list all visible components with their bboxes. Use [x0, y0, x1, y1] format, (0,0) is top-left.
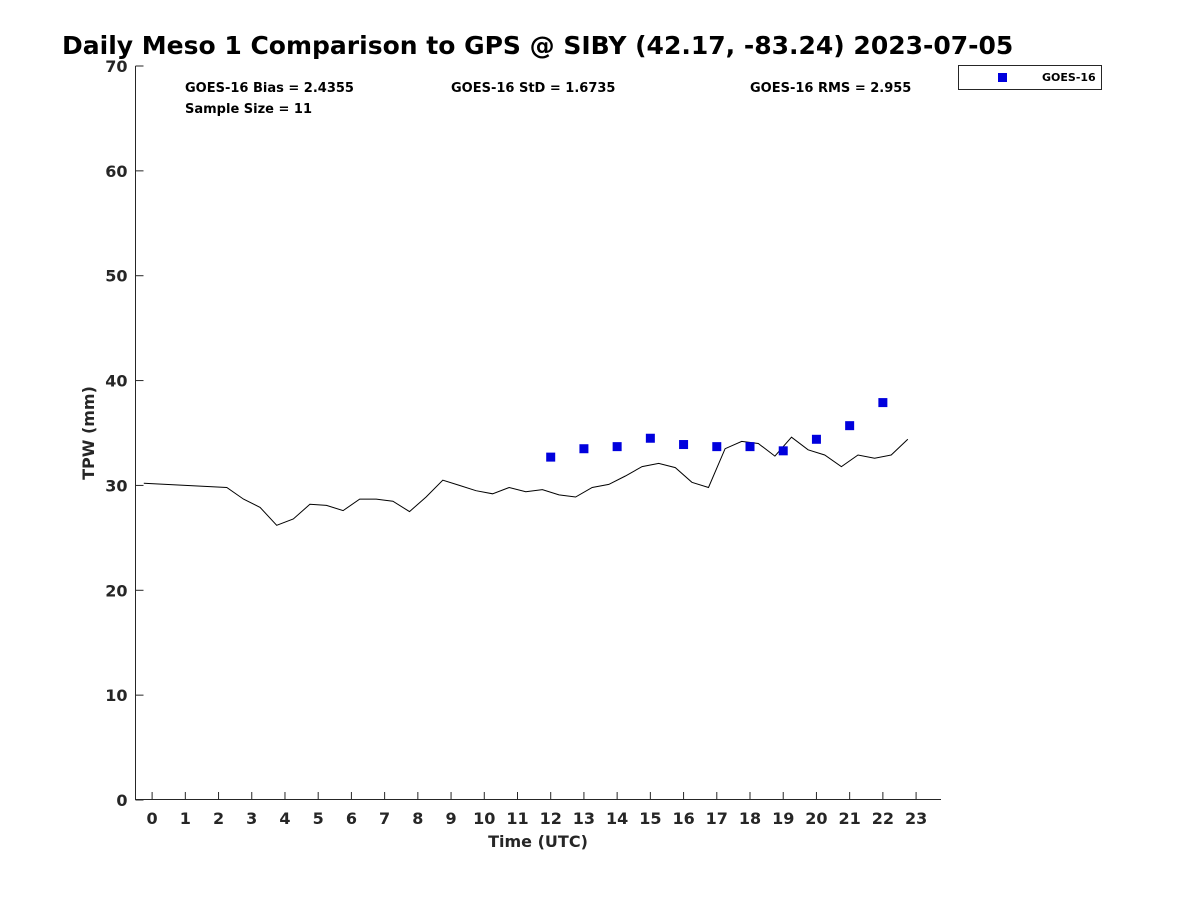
x-tick-label: 18 — [739, 809, 761, 828]
x-tick-label: 8 — [412, 809, 423, 828]
y-tick-label: 0 — [116, 791, 127, 810]
x-tick-label: 7 — [379, 809, 390, 828]
x-tick-label: 0 — [147, 809, 158, 828]
goes16-data-point — [645, 433, 655, 443]
x-tick-label: 1 — [180, 809, 191, 828]
x-axis-label: Time (UTC) — [488, 832, 588, 851]
goes16-data-point — [745, 442, 755, 452]
x-tick-label: 14 — [606, 809, 628, 828]
chart-title: Daily Meso 1 Comparison to GPS @ SIBY (4… — [62, 31, 1013, 60]
bias-stat: GOES-16 Bias = 2.4355 — [185, 81, 354, 96]
x-tick-label: 10 — [473, 809, 495, 828]
x-tick-label: 6 — [346, 809, 357, 828]
x-tick-label: 2 — [213, 809, 224, 828]
y-tick-label: 70 — [105, 57, 127, 76]
goes16-data-point — [612, 442, 622, 452]
x-tick-label: 12 — [540, 809, 562, 828]
x-tick-label: 5 — [313, 809, 324, 828]
x-tick-label: 11 — [506, 809, 528, 828]
x-tick-label: 9 — [445, 809, 456, 828]
goes16-data-point — [712, 442, 722, 452]
y-tick-label: 60 — [105, 162, 127, 181]
x-tick-label: 15 — [639, 809, 661, 828]
x-tick-label: 20 — [805, 809, 827, 828]
x-tick-label: 17 — [706, 809, 728, 828]
y-tick-label: 10 — [105, 686, 127, 705]
legend: GOES-16 — [958, 65, 1102, 90]
rms-stat: GOES-16 RMS = 2.955 — [750, 81, 911, 96]
x-tick-label: 13 — [573, 809, 595, 828]
x-tick-label: 19 — [772, 809, 794, 828]
x-tick-label: 21 — [839, 809, 861, 828]
plot-series — [143, 398, 909, 526]
x-tick-label: 16 — [672, 809, 694, 828]
sample-size-stat: Sample Size = 11 — [185, 102, 312, 117]
y-tick-label: 40 — [105, 372, 127, 391]
x-tick-label: 23 — [905, 809, 927, 828]
x-axis-ticks: 0 1 2 3 4 5 6 7 8 9 10 11 12 13 14 15 16 17 18 19 20 21 22 23 — [147, 792, 927, 828]
gps-tpw-line — [143, 436, 909, 526]
std-stat: GOES-16 StD = 1.6735 — [451, 81, 615, 96]
x-tick-label: 22 — [872, 809, 894, 828]
y-tick-label: 20 — [105, 581, 127, 600]
goes16-data-point — [579, 444, 589, 454]
y-axis-label: TPW (mm) — [79, 386, 98, 480]
y-axis-ticks: 0 10 20 30 40 50 60 70 — [105, 57, 144, 810]
goes16-data-point — [546, 452, 556, 462]
legend-box — [958, 65, 1102, 90]
legend-marker-goes16 — [998, 73, 1007, 82]
goes16-data-point — [679, 440, 689, 450]
goes16-data-point — [878, 398, 888, 408]
goes16-data-point — [845, 421, 855, 431]
y-tick-label: 50 — [105, 267, 127, 286]
y-tick-label: 30 — [105, 476, 127, 495]
legend-label-goes16: GOES-16 — [1042, 71, 1096, 84]
goes16-data-point — [811, 434, 821, 444]
x-tick-label: 4 — [279, 809, 290, 828]
x-tick-label: 3 — [246, 809, 257, 828]
goes16-data-point — [778, 446, 788, 456]
